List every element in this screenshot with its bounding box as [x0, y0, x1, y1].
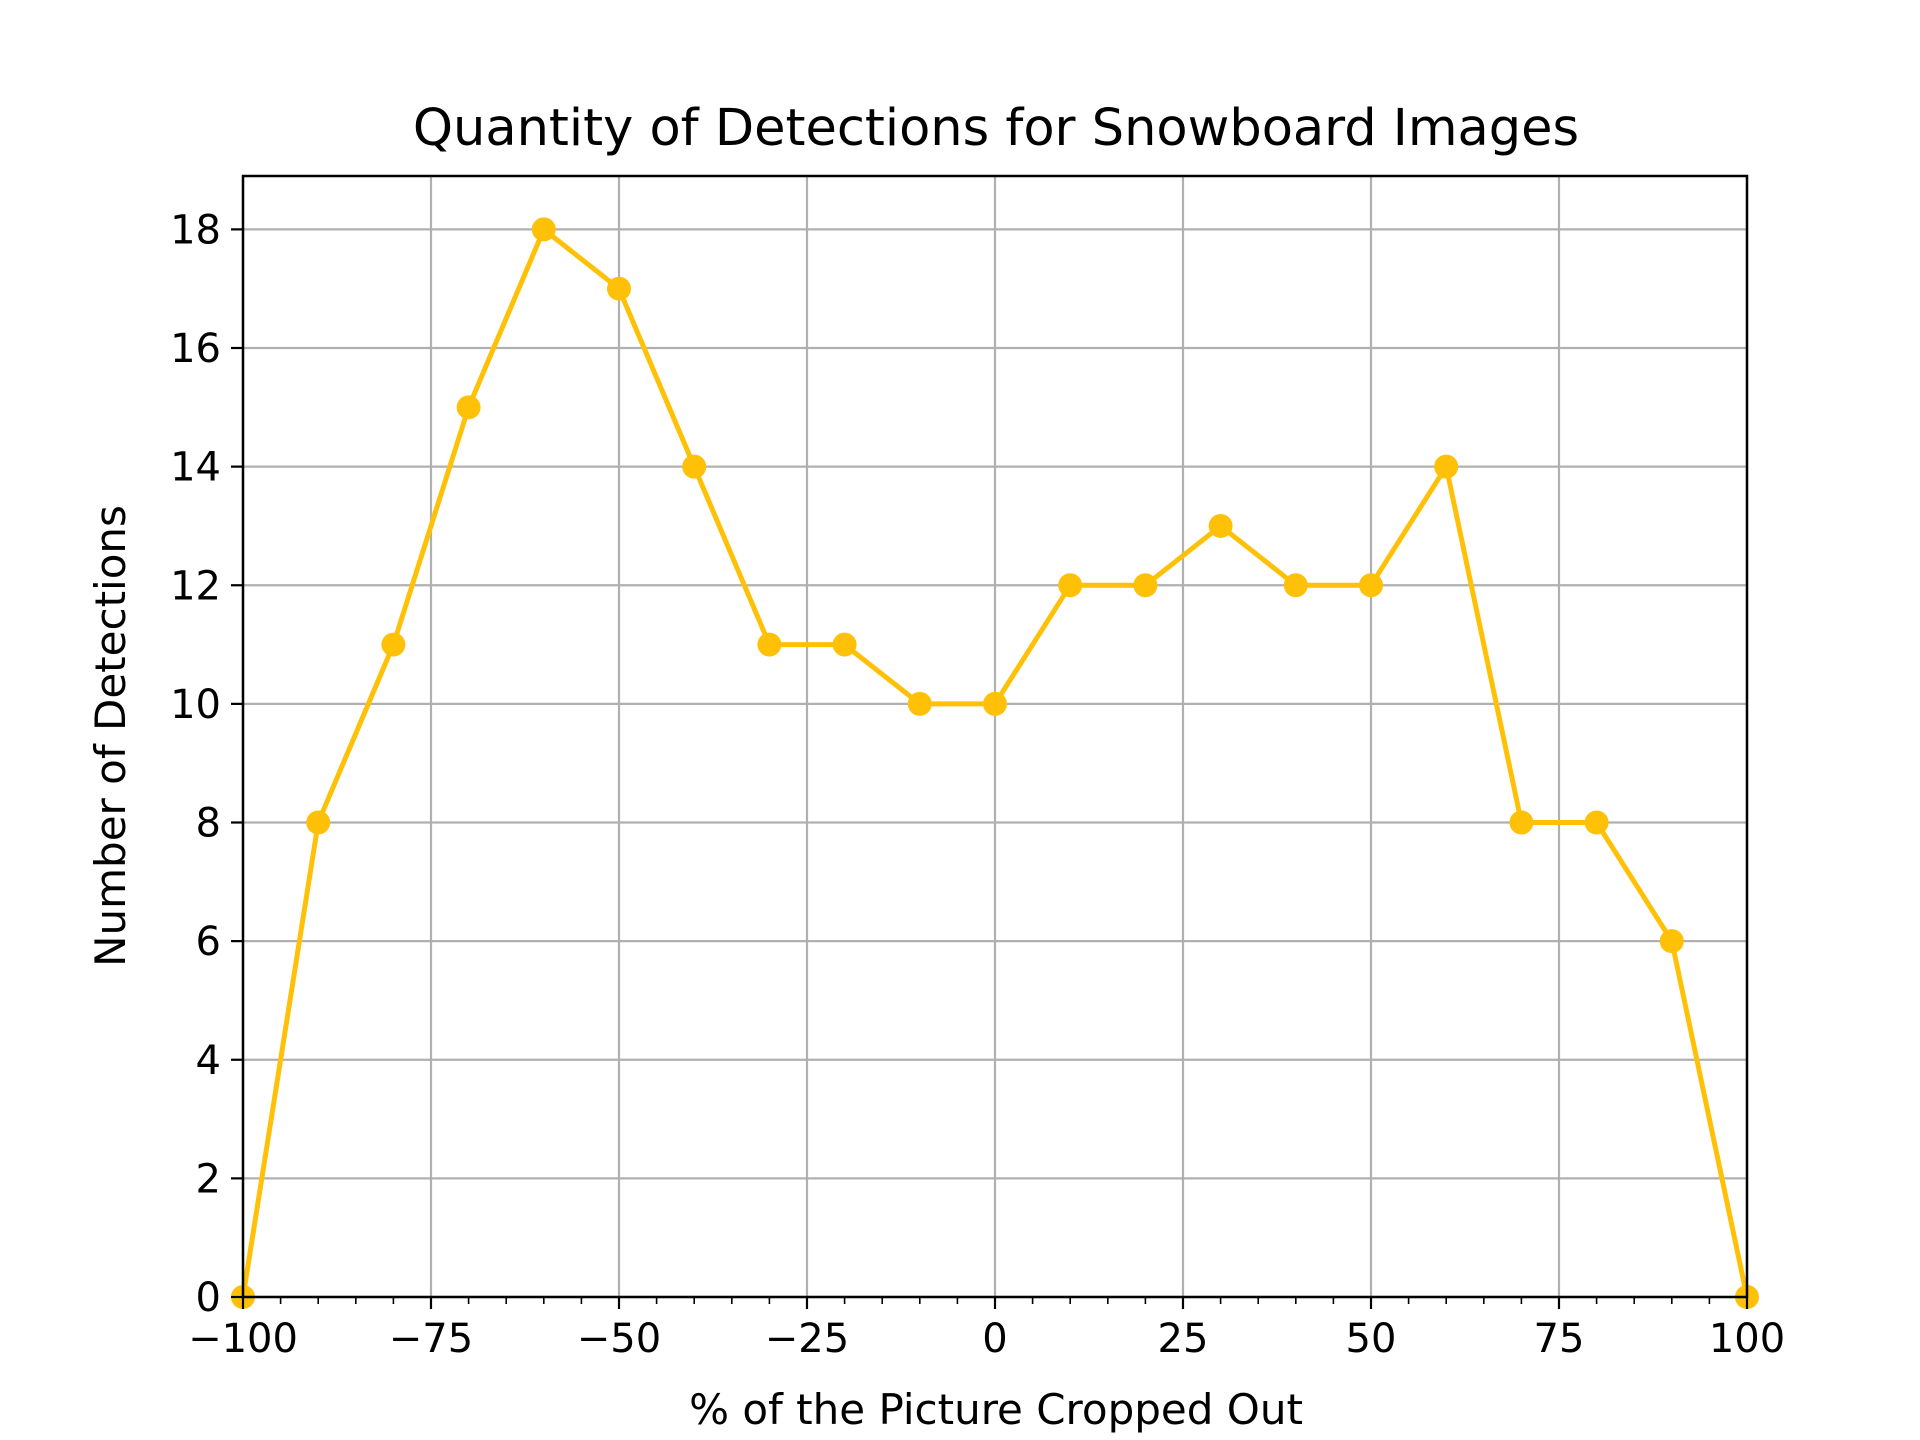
axis-ticks: −100 −75 −50 −25 0 25 50 75 100 0 2 4 6 8 10 12 14 16 18 — [170, 207, 1785, 1362]
y-tick-label: 12 — [170, 563, 221, 609]
data-point — [607, 276, 631, 301]
y-tick-label: 14 — [170, 445, 221, 491]
data-point — [983, 691, 1007, 716]
x-tick-label: −25 — [765, 1316, 849, 1362]
data-point — [1359, 573, 1383, 598]
data-point — [456, 395, 481, 420]
x-tick-label: 25 — [1158, 1316, 1209, 1362]
y-tick-label: 8 — [196, 801, 221, 847]
data-point — [1058, 573, 1083, 598]
y-tick-label: 2 — [196, 1156, 221, 1202]
data-point — [1584, 810, 1609, 835]
series-layer — [231, 217, 1759, 1309]
x-tick-label: 100 — [1709, 1316, 1785, 1362]
y-tick-label: 16 — [170, 326, 221, 372]
data-point — [832, 632, 857, 657]
x-tick-label: −100 — [188, 1316, 298, 1362]
data-point — [1283, 573, 1308, 598]
data-point — [306, 810, 331, 835]
x-axis-label: % of the Picture Cropped Out — [689, 1385, 1303, 1434]
data-point — [381, 632, 406, 657]
data-point — [682, 454, 707, 479]
y-tick-label: 6 — [196, 919, 221, 965]
x-tick-label: 75 — [1534, 1316, 1585, 1362]
data-point — [757, 632, 782, 657]
x-tick-label: −50 — [577, 1316, 661, 1362]
y-tick-label: 0 — [196, 1275, 221, 1321]
data-point — [1659, 929, 1684, 954]
y-axis-label: Number of Detections — [86, 505, 135, 967]
x-tick-label: −75 — [389, 1316, 473, 1362]
x-tick-label: 0 — [982, 1316, 1007, 1362]
data-point — [907, 691, 932, 716]
y-tick-label: 18 — [170, 207, 221, 253]
data-point — [1208, 513, 1233, 538]
data-point — [1434, 454, 1459, 479]
y-tick-label: 10 — [170, 682, 221, 728]
chart-title: Quantity of Detections for Snowboard Ima… — [413, 99, 1579, 158]
data-point — [1133, 573, 1158, 598]
grid — [241, 176, 1749, 1299]
data-point — [1509, 810, 1534, 835]
y-tick-label: 4 — [196, 1038, 221, 1084]
data-point — [531, 217, 556, 242]
x-tick-label: 50 — [1346, 1316, 1397, 1362]
